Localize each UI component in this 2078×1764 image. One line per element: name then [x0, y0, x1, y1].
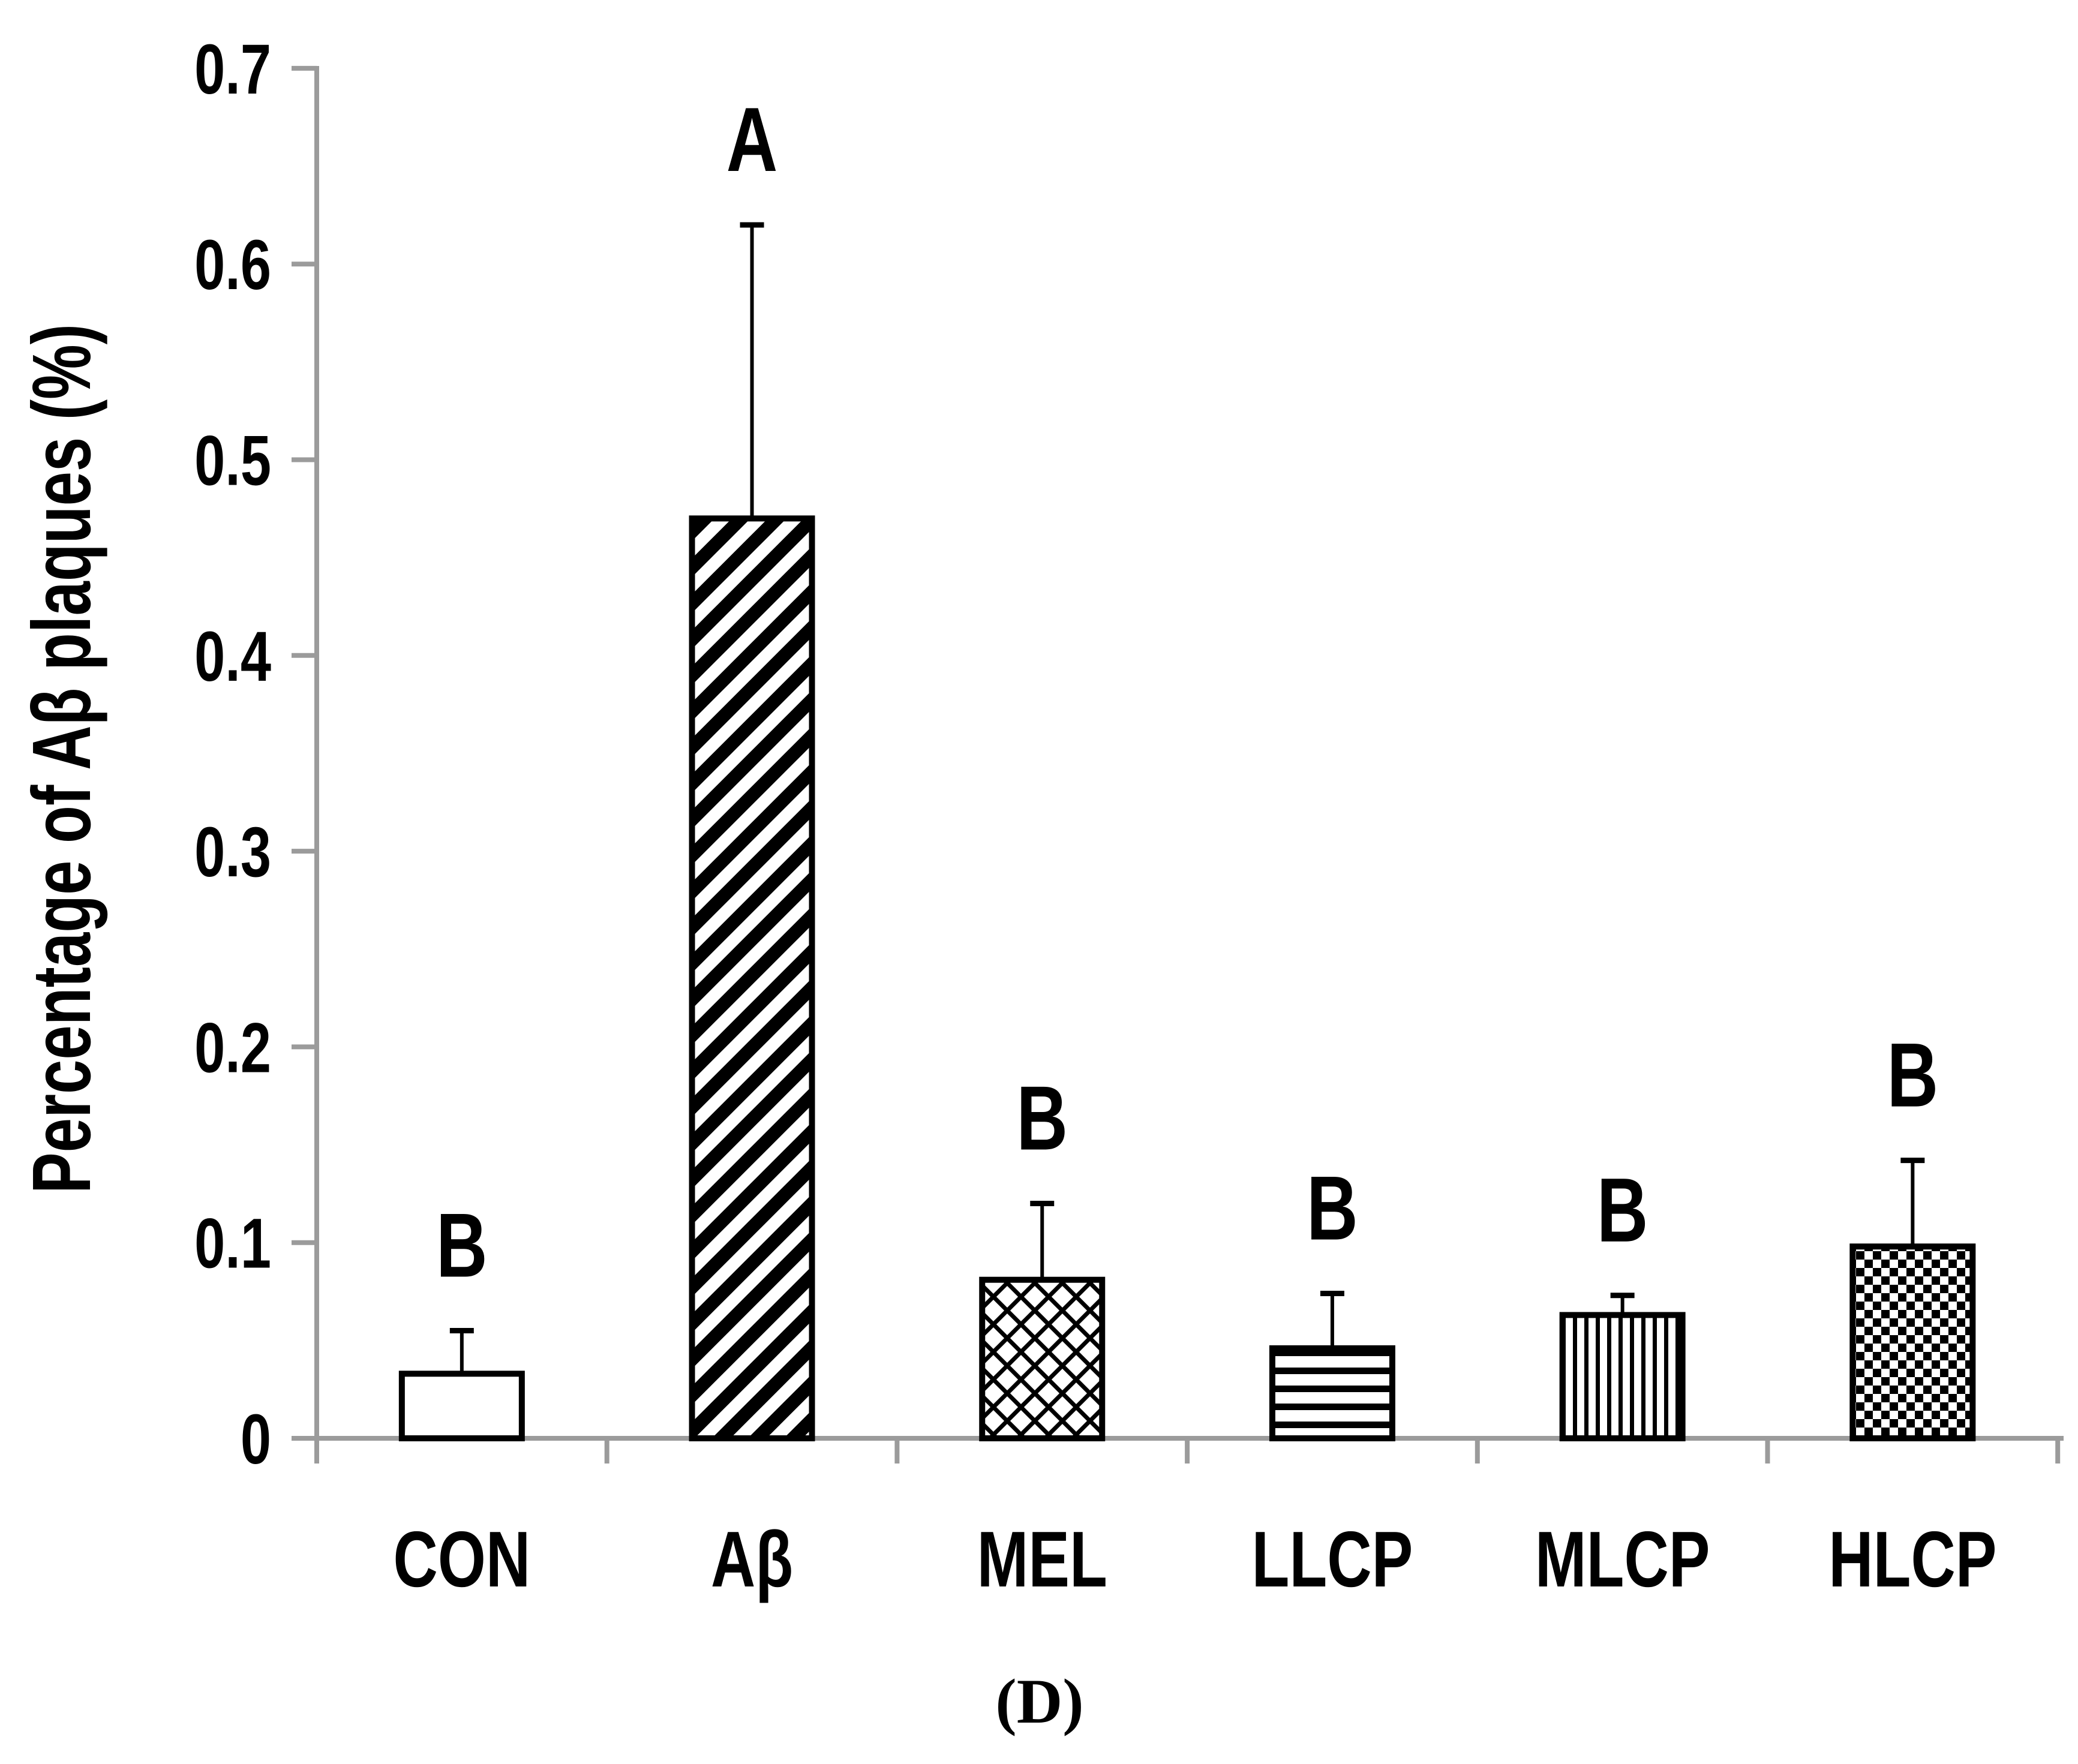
- y-tick-label-0.2: 0.2: [194, 1008, 271, 1087]
- sig-letter-Aβ: A: [726, 89, 778, 190]
- sig-letter-CON: B: [436, 1194, 488, 1296]
- panel-label: (D): [995, 1666, 1083, 1736]
- x-category-label-HLCP: HLCP: [1828, 1516, 1996, 1604]
- axes: 0 0.1 0.2 0.3 0.4 0.5 0.6 0.7: [194, 30, 2064, 1479]
- y-tick-label-0.4: 0.4: [194, 617, 271, 696]
- x-category-label-LLCP: LLCP: [1252, 1516, 1413, 1604]
- y-axis-title: Percentage of Aβ plaques (%): [16, 324, 108, 1194]
- bar-MEL: [979, 1276, 1106, 1442]
- y-tick-label-0.3: 0.3: [194, 813, 271, 892]
- bar-HLCP: [1849, 1243, 1976, 1442]
- bar-LLCP: [1269, 1345, 1395, 1442]
- x-category-label-CON: CON: [393, 1516, 530, 1604]
- y-tick-label-0.6: 0.6: [194, 226, 271, 305]
- y-tick-label-0.5: 0.5: [194, 422, 271, 501]
- sig-letter-LLCP: B: [1307, 1157, 1358, 1258]
- bar-CON: [398, 1371, 525, 1442]
- y-tick-label-0.1: 0.1: [194, 1204, 271, 1284]
- x-category-label-Aβ: Aβ: [711, 1516, 793, 1604]
- sig-letter-HLCP: B: [1887, 1024, 1939, 1125]
- bars: [398, 222, 1976, 1442]
- x-category-label-MLCP: MLCP: [1535, 1516, 1710, 1604]
- x-category-label-MEL: MEL: [977, 1516, 1107, 1604]
- bar-MLCP: [1559, 1312, 1686, 1441]
- bar-Aβ: [689, 515, 815, 1441]
- y-tick-label-0: 0: [241, 1400, 271, 1479]
- y-tick-label-0.7: 0.7: [194, 30, 271, 109]
- annotations: B CON A Aβ B MEL B LLCP B MLCP B HLCP: [393, 89, 1996, 1604]
- sig-letter-MLCP: B: [1597, 1159, 1648, 1261]
- sig-letter-MEL: B: [1016, 1067, 1068, 1168]
